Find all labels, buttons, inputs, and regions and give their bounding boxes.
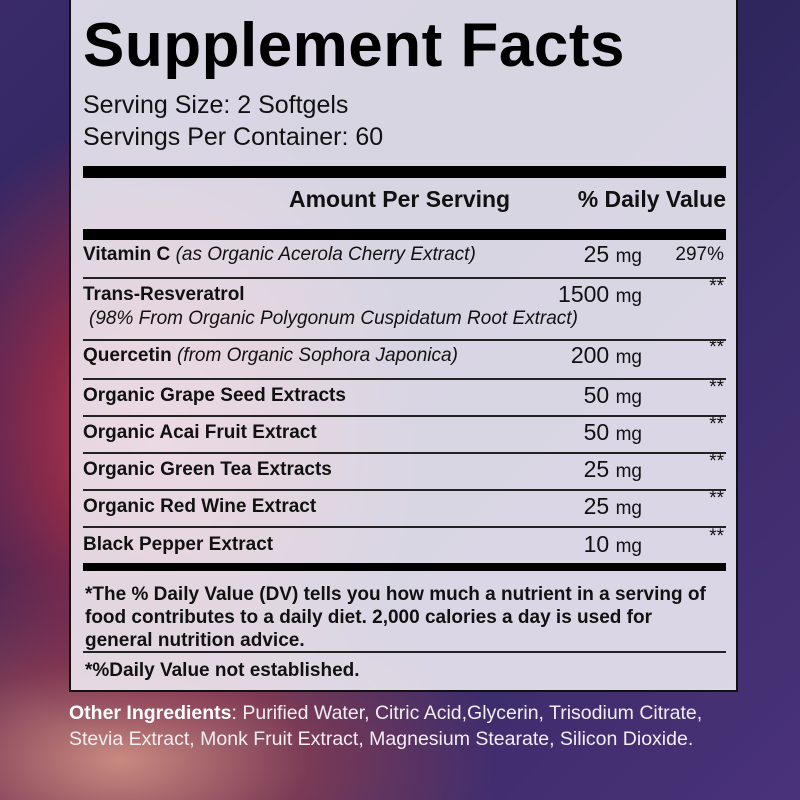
divider (83, 651, 726, 653)
ingredient-name: Quercetin (from Organic Sophora Japonica… (83, 345, 458, 366)
ingredient-amount: 25 mg (583, 456, 642, 482)
ingredient-daily-value: ** (709, 526, 724, 547)
not-established-note: *%Daily Value not established. (85, 660, 360, 681)
ingredient-daily-value: ** (709, 276, 724, 297)
ingredient-row: Black Pepper Extract 10 mg ** (83, 526, 726, 564)
ingredient-row: Vitamin C (as Organic Acerola Cherry Ext… (83, 241, 726, 274)
ingredient-source: (as Organic Acerola Cherry Extract) (175, 244, 476, 265)
ingredient-name: Organic Acai Fruit Extract (83, 422, 317, 443)
ingredient-row: Trans-Resveratrol (98% From Organic Polyg… (83, 276, 726, 329)
row-divider (83, 415, 726, 417)
other-ingredients: Other Ingredients: Purified Water, Citri… (69, 700, 739, 752)
divider-thick (83, 166, 726, 178)
ingredient-amount: 50 mg (583, 382, 642, 408)
ingredient-row: Organic Red Wine Extract 25 mg ** (83, 488, 726, 526)
ingredient-amount: 25 mg (583, 493, 642, 519)
other-ingredients-label: Other Ingredients (69, 702, 232, 724)
header-amount: Amount Per Serving (289, 186, 511, 212)
ingredient-name: Black Pepper Extract (83, 534, 274, 555)
ingredient-row: Organic Green Tea Extracts 25 mg ** (83, 451, 726, 489)
supplement-facts-panel: Supplement Facts Serving Size: 2 Softgel… (69, 0, 738, 692)
ingredient-name: Trans-Resveratrol (83, 284, 245, 305)
row-divider (83, 339, 726, 341)
ingredient-name: Organic Grape Seed Extracts (83, 385, 346, 406)
row-divider (83, 452, 726, 454)
serving-size: Serving Size: 2 Softgels (83, 91, 349, 119)
ingredient-daily-value: 297% (675, 244, 724, 265)
ingredient-row: Organic Acai Fruit Extract 50 mg ** (83, 414, 726, 452)
header-daily-value: % Daily Value (577, 186, 726, 212)
ingredient-amount: 10 mg (583, 531, 642, 557)
ingredient-daily-value: ** (709, 451, 724, 472)
ingredient-amount: 25 mg (583, 241, 642, 267)
ingredient-source: (from Organic Sophora Japonica) (176, 345, 458, 366)
row-divider (83, 526, 726, 528)
daily-value-footnote: *The % Daily Value (DV) tells you how mu… (85, 584, 706, 651)
divider-thick (83, 229, 726, 240)
ingredient-daily-value: ** (709, 337, 724, 358)
ingredient-amount: 1500 mg (558, 281, 642, 307)
servings-per-container: Servings Per Container: 60 (83, 123, 384, 151)
ingredient-daily-value: ** (709, 414, 724, 435)
ingredient-source: (98% From Organic Polygonum Cuspidatum R… (89, 308, 578, 329)
ingredient-name: Organic Red Wine Extract (83, 496, 317, 517)
page-title: Supplement Facts (83, 11, 625, 80)
ingredient-amount: 50 mg (583, 419, 642, 445)
ingredient-daily-value: ** (709, 488, 724, 509)
ingredient-name: Vitamin C (as Organic Acerola Cherry Ext… (83, 244, 476, 265)
ingredient-row: Organic Grape Seed Extracts 50 mg ** (83, 377, 726, 415)
ingredient-daily-value: ** (709, 377, 724, 398)
other-ingredients-text: : Purified Water, Citric Acid,Glycerin, … (69, 702, 703, 750)
divider-thick (83, 563, 726, 571)
ingredient-name: Organic Green Tea Extracts (83, 459, 332, 480)
row-divider (83, 277, 726, 279)
ingredient-amount: 200 mg (570, 342, 642, 368)
ingredient-row: Quercetin (from Organic Sophora Japonica… (83, 337, 726, 375)
row-divider (83, 489, 726, 491)
row-divider (83, 378, 726, 380)
